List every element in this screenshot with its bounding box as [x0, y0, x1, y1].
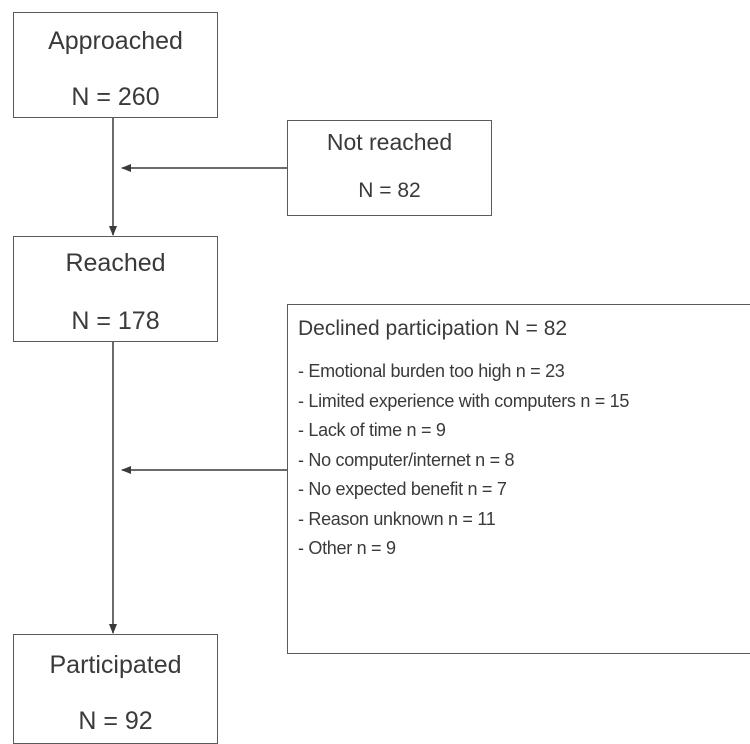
reached-title: Reached [65, 249, 166, 277]
not-reached-box: Not reached N = 82 [287, 120, 492, 216]
not-reached-count: N = 82 [358, 179, 421, 202]
declined-box: Declined participation N = 82 - Emotiona… [287, 304, 750, 654]
declined-reason-item: - No computer/internet n = 8 [298, 449, 515, 470]
declined-reason-item: - Emotional burden too high n = 23 [298, 361, 565, 381]
approached-title: Approached [48, 27, 183, 55]
not-reached-title: Not reached [326, 129, 453, 155]
participated-box: Participated N = 92 [13, 634, 218, 744]
declined-reason-item: - Reason unknown n = 11 [298, 508, 496, 529]
approached-count: N = 260 [71, 83, 160, 111]
reached-box: Reached N = 178 [13, 236, 218, 342]
declined-reason-item: - No expected benefit n = 7 [298, 479, 507, 499]
participated-count: N = 92 [78, 707, 153, 735]
declined-reason-item: - Lack of time n = 9 [298, 420, 446, 440]
declined-reason-item: - Other n = 9 [298, 538, 396, 558]
reached-count: N = 178 [71, 307, 160, 335]
declined-reasons-list: - Emotional burden too high n = 23 - Lim… [298, 357, 629, 564]
participated-title: Participated [49, 651, 182, 679]
declined-reason-item: - Limited experience with computers n = … [298, 390, 630, 411]
approached-box: Approached N = 260 [13, 12, 218, 118]
declined-title: Declined participation N = 82 [298, 317, 568, 340]
